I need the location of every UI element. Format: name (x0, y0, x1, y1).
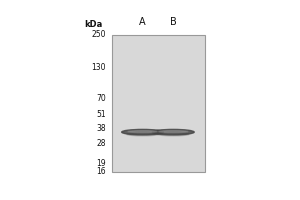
Text: 16: 16 (97, 167, 106, 176)
Ellipse shape (159, 131, 188, 133)
Text: A: A (139, 17, 146, 27)
Text: B: B (170, 17, 177, 27)
Text: 38: 38 (97, 124, 106, 133)
Text: 51: 51 (97, 110, 106, 119)
Ellipse shape (152, 129, 194, 135)
Ellipse shape (122, 129, 164, 135)
Text: 130: 130 (92, 63, 106, 72)
Ellipse shape (128, 131, 157, 133)
Text: 28: 28 (97, 139, 106, 148)
Text: kDa: kDa (84, 20, 102, 29)
FancyBboxPatch shape (112, 35, 205, 172)
Ellipse shape (127, 133, 158, 136)
Text: 250: 250 (92, 30, 106, 39)
Ellipse shape (158, 133, 189, 136)
Text: 70: 70 (96, 94, 106, 103)
Text: 19: 19 (97, 159, 106, 168)
